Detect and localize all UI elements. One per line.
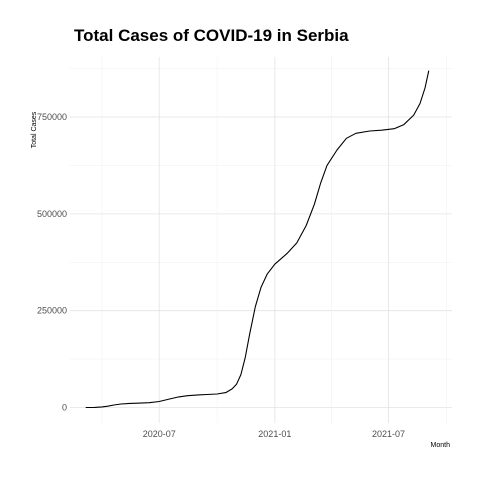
chart-title: Total Cases of COVID-19 in Serbia [74,26,349,45]
y-tick-label: 750000 [37,112,67,122]
series-group [85,70,430,409]
x-tick-label: 2020-07 [143,429,176,439]
x-tick-label: 2021-07 [372,429,405,439]
y-tick-label: 250000 [37,306,67,316]
x-axis-title: Month [431,442,451,449]
x-tick-label: 2021-01 [258,429,291,439]
y-tick-label: 500000 [37,209,67,219]
grid-lines [70,57,452,423]
series-line [85,70,430,409]
x-tick-labels: 2020-07 2021-01 2021-07 [143,429,405,439]
y-axis-title: Total Cases [31,111,38,148]
y-tick-label: 0 [62,403,67,413]
y-tick-labels: 0 250000 500000 750000 [37,112,67,412]
